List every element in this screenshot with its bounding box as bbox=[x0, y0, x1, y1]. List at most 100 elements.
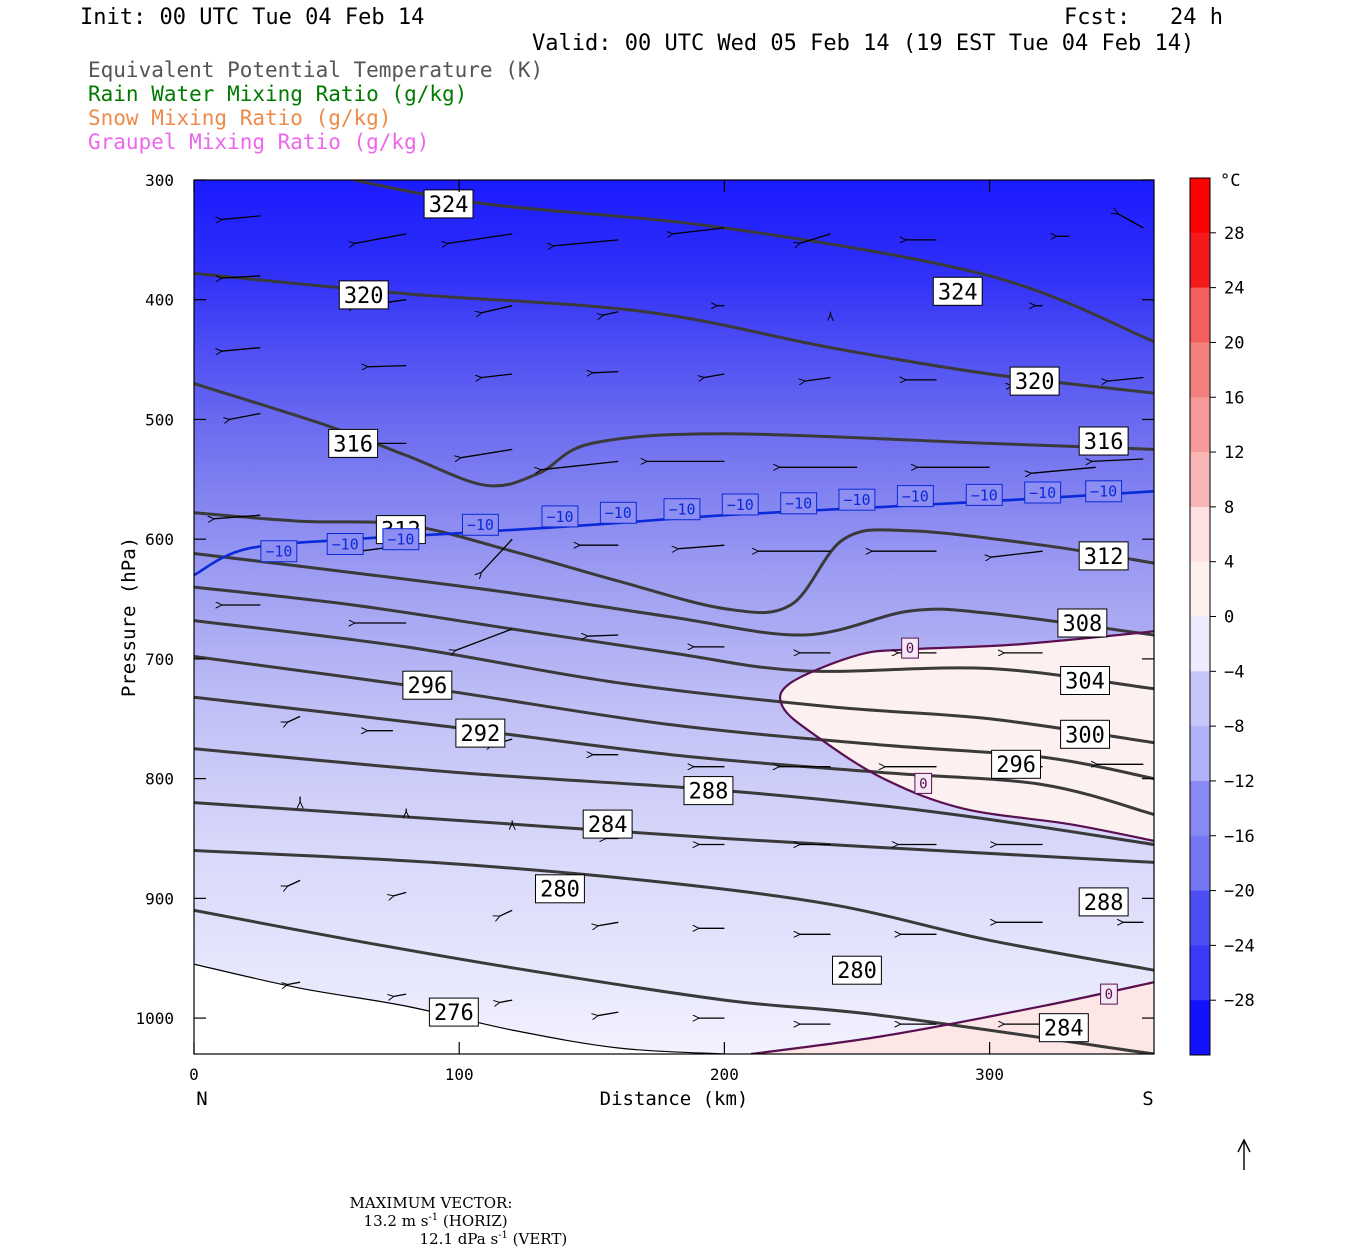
theta-e-label-288-0-text: 288 bbox=[689, 780, 729, 805]
isotherm-minus10-label-4-box bbox=[541, 505, 579, 528]
y-tick-label-700: 700 bbox=[145, 650, 174, 669]
wind-vector-24 bbox=[1107, 376, 1144, 382]
wind-vector-9 bbox=[221, 276, 261, 278]
isotherm-minus10-label-1: −10 bbox=[326, 533, 364, 555]
isotherm-minus10-label-9-box bbox=[838, 488, 876, 511]
theta-e-label-extra-2-text: 288 bbox=[1084, 891, 1124, 916]
wind-vector-70 bbox=[598, 921, 619, 926]
wind-vector-34 bbox=[214, 514, 261, 519]
y-tick-label-400: 400 bbox=[145, 291, 174, 310]
isotherm-minus10-label-13-box bbox=[1085, 480, 1123, 503]
colorbar-unit: °C bbox=[1220, 171, 1240, 191]
theta-e-label-316-0-box bbox=[328, 428, 379, 458]
isotherm-minus10-label-11-text: −10 bbox=[971, 486, 998, 504]
theta-e-contour-308 bbox=[194, 552, 1154, 637]
isotherm-minus10-label-1-text: −10 bbox=[332, 535, 359, 553]
wind-vector-3 bbox=[553, 239, 619, 246]
colorbar-tick-label-24: 24 bbox=[1224, 279, 1244, 299]
colorbar-tick-label--20: −20 bbox=[1224, 882, 1255, 902]
max-vector-prefix: MAXIMUM VECTOR: bbox=[349, 1194, 513, 1212]
wind-vector-67 bbox=[287, 879, 301, 886]
theta-e-label-292-0: 292 bbox=[455, 718, 506, 748]
theta-e-label-extra-0: 280 bbox=[832, 955, 882, 985]
isotherm-minus10-label-11: −10 bbox=[965, 483, 1003, 506]
colorbar-tick-label--24: −24 bbox=[1224, 936, 1255, 956]
wind-vector-79 bbox=[598, 1011, 619, 1016]
x-tick-label-0: 0 bbox=[189, 1065, 199, 1084]
isotherm-minus10-label-4: −10 bbox=[541, 505, 579, 528]
isotherm-minus10-label-8-box bbox=[780, 492, 818, 515]
isotherm-minus10-label-2: −10 bbox=[382, 528, 420, 551]
theta-e-label-312-1-text: 312 bbox=[1084, 545, 1124, 570]
colorbar-segment-3 bbox=[1190, 342, 1210, 398]
theta-e-label-312-1-box bbox=[1078, 541, 1129, 571]
theta-e-label-312-1: 312 bbox=[1078, 541, 1129, 571]
wind-vector-0 bbox=[221, 215, 261, 220]
horiz-exponent: -1 bbox=[428, 1212, 439, 1223]
isotherm-minus10-label-12-text: −10 bbox=[1029, 484, 1056, 502]
wind-vector-1 bbox=[354, 233, 407, 244]
colorbar-segment-7 bbox=[1190, 561, 1210, 617]
theta-e-label-284-0: 284 bbox=[582, 809, 633, 839]
isotherm-zero-label-2: 0 bbox=[1100, 983, 1118, 1005]
wind-vector-33 bbox=[1091, 459, 1144, 461]
max-vector-label: MAXIMUM VECTOR: 13.2 m s-1 (HORIZ) 12.1 … bbox=[340, 1176, 568, 1248]
wind-vector-5 bbox=[799, 233, 831, 244]
theta-e-label-296-0-text: 296 bbox=[408, 674, 448, 699]
theta-e-label-292-0-text: 292 bbox=[461, 722, 501, 747]
theta-e-label-324-1-text: 324 bbox=[938, 280, 978, 305]
theta-e-label-extra-1: 284 bbox=[1038, 1013, 1089, 1043]
wind-vector-78 bbox=[499, 999, 513, 1002]
legend-theta-e: Equivalent Potential Temperature (K) bbox=[88, 58, 544, 82]
wind-vector-69 bbox=[499, 909, 513, 916]
colorbar-tick-label-16: 16 bbox=[1224, 388, 1244, 408]
colorbar-segment-4 bbox=[1190, 397, 1210, 453]
isotherm-minus10-label-2-box bbox=[382, 528, 420, 551]
max-vector-vert-tail: (VERT) bbox=[507, 1230, 568, 1248]
wind-vector-12 bbox=[603, 311, 619, 316]
y-tick-label-300: 300 bbox=[145, 171, 174, 190]
theta-e-label-288-0-box bbox=[683, 776, 734, 806]
isotherm-minus10-label-3-box bbox=[462, 513, 499, 536]
colorbar-segment-12 bbox=[1190, 835, 1210, 892]
colorbar: °C 28 24 20 16 12 8 4 0 −4 −8 −12 −16 −20 −24 −28 bbox=[1189, 171, 1255, 1056]
isotherm-minus10-label-9: −10 bbox=[838, 488, 876, 511]
wind-vector-44 bbox=[455, 628, 513, 651]
wind-vector-20 bbox=[704, 373, 725, 378]
isotherm-zero-label-0-text: 0 bbox=[906, 641, 914, 657]
colorbar-tick-label--4: −4 bbox=[1224, 662, 1244, 682]
theta-e-label-extra-2-box bbox=[1078, 887, 1129, 917]
theta-e-contour-276 bbox=[194, 908, 1154, 1054]
wind-vector-17 bbox=[367, 366, 407, 367]
y-tick-label-1000: 1000 bbox=[135, 1009, 174, 1028]
valid-time: Valid: 00 UTC Wed 05 Feb 14 (19 EST Tue … bbox=[532, 31, 1195, 56]
colorbar-tick-label--12: −12 bbox=[1224, 772, 1255, 792]
wind-vector-68 bbox=[393, 891, 407, 896]
wind-vector-77 bbox=[393, 993, 407, 996]
theta-e-label-304-0: 304 bbox=[1060, 666, 1110, 695]
colorbar-segment-9 bbox=[1190, 671, 1210, 727]
reference-vector-arrows bbox=[1237, 1138, 1251, 1170]
isotherm-minus10-label-6: −10 bbox=[663, 498, 701, 521]
theta-e-contour-312 bbox=[194, 511, 1154, 615]
theta-e-label-300-0-box bbox=[1060, 719, 1110, 749]
theta-e-label-extra-1-box bbox=[1038, 1013, 1089, 1043]
theta-e-label-280-0: 280 bbox=[535, 874, 585, 904]
wind-vector-76 bbox=[287, 981, 301, 984]
colorbar-tick-label-28: 28 bbox=[1224, 224, 1244, 244]
colorbar-tick-label--8: −8 bbox=[1224, 717, 1244, 737]
theta-e-label-320-0-box bbox=[338, 280, 389, 310]
theta-e-label-300-0-text: 300 bbox=[1065, 723, 1105, 748]
isotherm-minus10-label-3: −10 bbox=[462, 513, 499, 536]
theta-e-label-320-1: 320 bbox=[1009, 366, 1060, 396]
colorbar-segment-6 bbox=[1190, 506, 1210, 563]
isotherm-minus10-label-10-box bbox=[896, 485, 934, 508]
theta-e-contour-280 bbox=[194, 849, 1154, 972]
wind-vector-28 bbox=[540, 460, 619, 469]
below-ground-region bbox=[194, 964, 725, 1054]
theta-e-label-304-0-box bbox=[1060, 666, 1110, 695]
theta-e-contour-304 bbox=[194, 585, 1154, 691]
colorbar-segment-14 bbox=[1190, 945, 1210, 1001]
colorbar-segment-0 bbox=[1190, 178, 1210, 234]
isotherm-minus10-label-7: −10 bbox=[721, 493, 759, 516]
